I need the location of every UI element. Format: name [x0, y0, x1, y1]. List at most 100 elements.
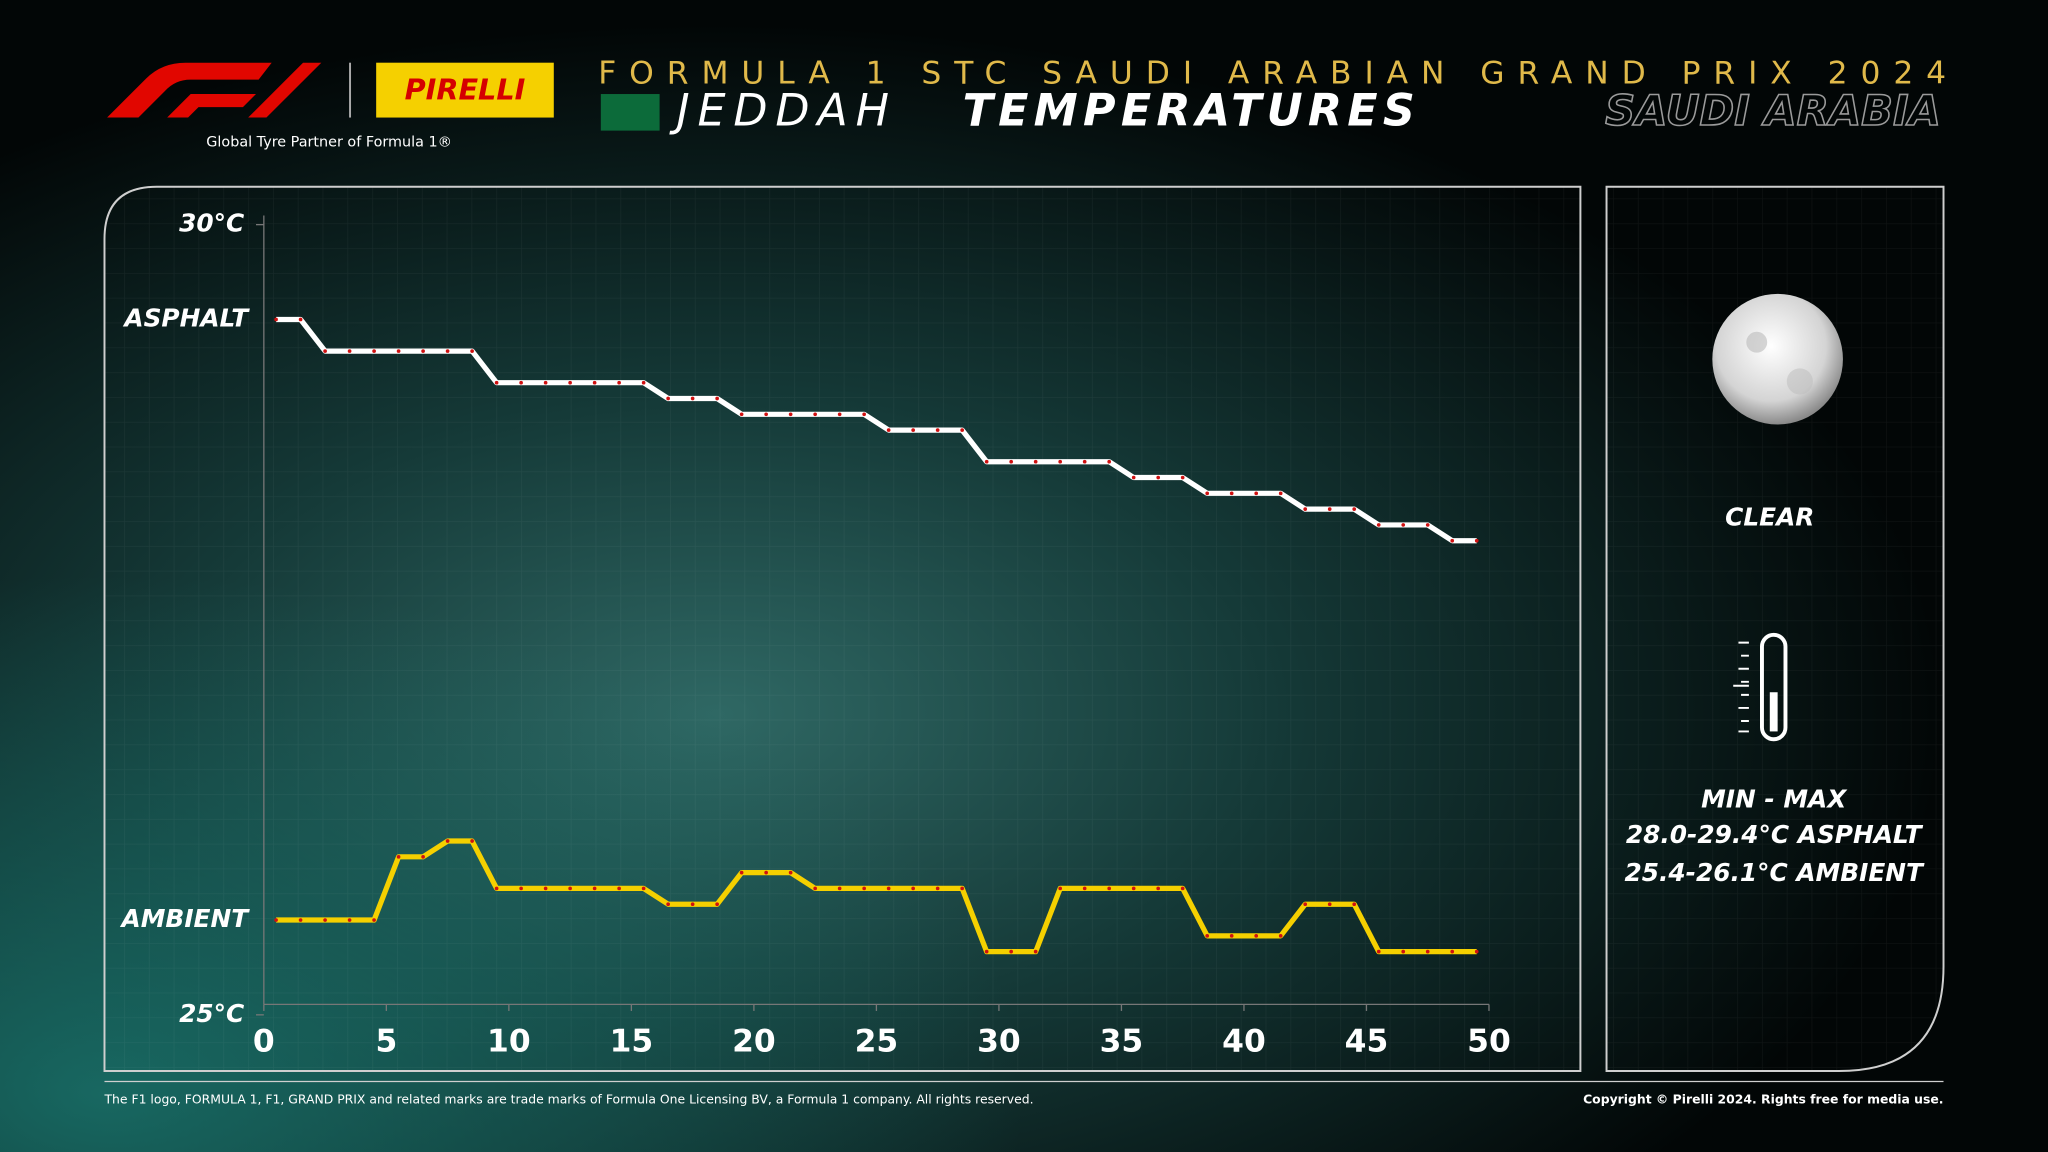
data-point: [1033, 459, 1038, 464]
data-point: [617, 380, 621, 385]
data-point: [837, 412, 842, 417]
asphalt-range: 28.0-29.4°C ASPHALT: [1626, 820, 1924, 849]
data-point: [1058, 459, 1063, 464]
data-point: [1278, 934, 1283, 938]
flag: [600, 94, 660, 131]
disclaimer: The F1 logo, FORMULA 1, F1, GRAND PRIX a…: [103, 1091, 1033, 1106]
data-point: [1425, 523, 1430, 527]
data-point: [519, 380, 523, 385]
data-point: [1352, 507, 1357, 511]
moon-crater: [1746, 331, 1768, 353]
data-point: [494, 886, 499, 891]
side-panel: [1605, 185, 1945, 1072]
data-point: [715, 396, 719, 401]
data-point: [347, 918, 352, 922]
plot: 25°C 30°C 0 5 10 15 20 25 30 35 40 45 50 ASPHALT AMBIE…: [120, 209, 1511, 1060]
data-point: [568, 380, 572, 385]
moon-crater: [1786, 368, 1813, 395]
series-label: AMBIENT: [120, 904, 251, 933]
data-point: [274, 918, 278, 922]
data-point: [764, 870, 768, 875]
data-point: [837, 886, 842, 891]
data-point: [960, 886, 964, 891]
data-point: [445, 839, 450, 843]
weather-condition: CLEAR: [1725, 503, 1814, 532]
city: JEDDAH: [669, 86, 897, 137]
data-point: [347, 349, 352, 353]
data-point: [788, 870, 793, 875]
y-tick-label: 25°C: [179, 999, 244, 1028]
data-point: [886, 886, 891, 891]
x-tick-label: 10: [487, 1023, 531, 1059]
data-point: [396, 349, 401, 353]
data-point: [1376, 523, 1381, 527]
data-point: [298, 317, 303, 322]
x-tick-label: 40: [1222, 1023, 1266, 1059]
data-point: [960, 428, 964, 432]
data-point: [1450, 949, 1455, 954]
data-point: [1254, 934, 1259, 938]
pirelli-logo: [376, 62, 554, 118]
data-point: [690, 396, 695, 401]
data-point: [298, 918, 303, 922]
thermometer-icon: [1733, 632, 1788, 742]
event-title: FORMULA 1 STC SAUDI ARABIAN GRAND PRIX 2…: [598, 55, 1946, 91]
data-point: [1401, 523, 1406, 527]
data-point: [470, 839, 474, 843]
data-point: [1229, 491, 1234, 496]
data-point: [1180, 886, 1185, 891]
x-tick-label: 5: [375, 1023, 397, 1059]
f1-logo: [107, 62, 322, 118]
data-point: [1327, 902, 1332, 907]
data-point: [543, 886, 548, 891]
data-point: [1401, 949, 1406, 954]
data-point: [445, 349, 450, 353]
data-point: [984, 949, 989, 954]
page-title: TEMPERATURES: [963, 86, 1420, 137]
data-point: [1082, 886, 1087, 891]
data-point: [421, 854, 425, 859]
data-point: [862, 886, 866, 891]
data-point: [641, 380, 646, 385]
data-point: [1254, 491, 1259, 496]
data-point: [274, 317, 278, 322]
data-point: [519, 886, 523, 891]
data-point: [1131, 475, 1136, 480]
data-point: [470, 349, 474, 353]
data-point: [1450, 538, 1455, 543]
data-point: [1082, 459, 1087, 464]
data-point: [911, 428, 915, 432]
series-line: [276, 838, 1477, 955]
data-point: [1376, 949, 1381, 954]
data-point: [715, 902, 719, 907]
data-point: [1352, 902, 1357, 907]
data-point: [543, 380, 548, 385]
pirelli-logo-text: PIRELLI: [405, 72, 526, 106]
data-point: [666, 396, 670, 401]
moon-icon: [1712, 293, 1843, 425]
data-point: [1205, 491, 1210, 496]
data-point: [617, 886, 621, 891]
data-point: [666, 902, 670, 907]
data-point: [935, 886, 940, 891]
data-point: [1327, 507, 1332, 511]
data-point: [739, 412, 744, 417]
data-point: [1278, 491, 1283, 496]
chart-panel: [103, 185, 1582, 1072]
data-point: [886, 428, 891, 432]
data-point: [592, 886, 597, 891]
data-point: [1303, 507, 1308, 511]
data-point: [862, 412, 866, 417]
data-point: [396, 854, 401, 859]
data-point: [372, 918, 376, 922]
data-point: [1425, 949, 1430, 954]
data-point: [1107, 886, 1112, 891]
range-title: MIN - MAX: [1701, 785, 1848, 814]
ambient-range: 25.4-26.1°C AMBIENT: [1624, 858, 1925, 887]
data-point: [1229, 934, 1234, 938]
data-point: [372, 349, 376, 353]
x-tick-label: 45: [1345, 1023, 1389, 1059]
x-tick-label: 15: [610, 1023, 654, 1059]
y-tick-label: 30°C: [179, 209, 244, 238]
